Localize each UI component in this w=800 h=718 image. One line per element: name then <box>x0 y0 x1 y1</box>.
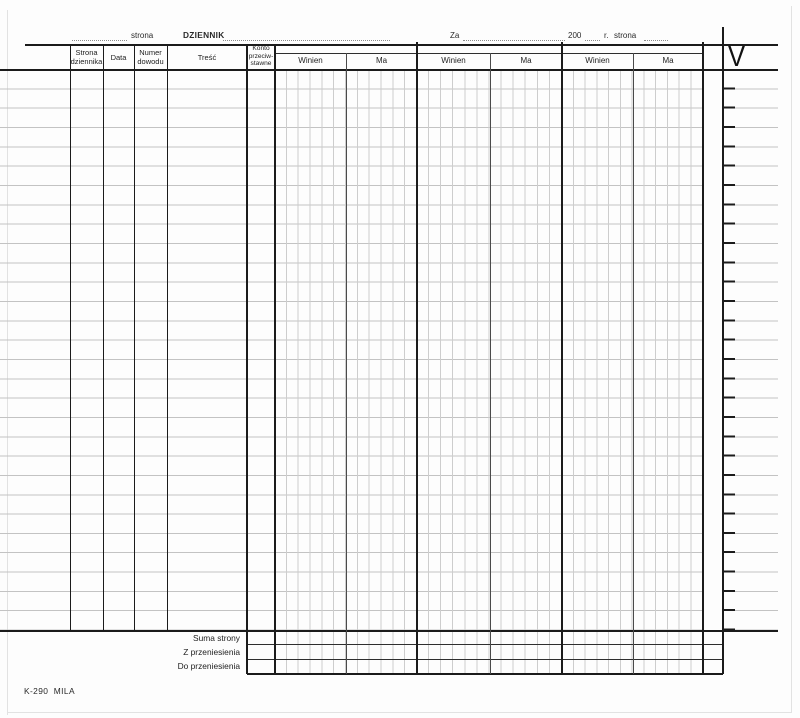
page-edge-bottom <box>7 712 792 713</box>
group2-left-border <box>416 42 418 674</box>
group2-winien-ma-divider <box>489 53 491 674</box>
summary-bottom-border <box>247 672 723 675</box>
column-header-label: Konto przeciw- stawne <box>248 45 274 68</box>
col-border-strona-data <box>102 44 104 631</box>
group-band-divider <box>275 53 703 55</box>
ma-label: Ma <box>520 56 532 66</box>
summary-row-line-2 <box>247 659 723 661</box>
column-header-numer-dowodu: Numer dowodu <box>134 45 167 69</box>
column-header-label: Strona dziennika <box>70 48 103 66</box>
form-code: K-290 MILA <box>24 686 75 696</box>
group1-winien-header: Winien <box>275 54 346 68</box>
winien-label: Winien <box>298 56 323 66</box>
group1-left-border <box>274 44 276 674</box>
table-top-border <box>25 44 778 46</box>
summary-label-text: Z przeniesienia <box>183 647 240 657</box>
dziennik-dotted-line <box>223 31 390 41</box>
column-header-tresc: Treść <box>167 45 247 69</box>
col-border-data-numer <box>133 44 135 631</box>
summary-label-do-przeniesienia: Do przeniesienia <box>100 659 240 672</box>
ma-label: Ma <box>375 56 388 66</box>
column-header-strona-dziennika: Strona dziennika <box>70 45 103 69</box>
form-title-row: strona DZIENNIK Za 200 r. strona <box>0 28 800 44</box>
col-border-numer-tresc <box>166 44 168 631</box>
summary-label-text: Do przeniesienia <box>177 660 240 671</box>
col-border-tresc-konto <box>246 44 248 674</box>
strona2-label: strona <box>614 31 637 40</box>
r-label: r. <box>604 31 609 40</box>
group3-right-border <box>702 42 704 674</box>
za-dotted-line <box>463 31 565 41</box>
v-mark: V <box>728 41 746 73</box>
column-header-label: Treść <box>197 52 217 62</box>
year-dotted-line <box>585 31 600 41</box>
page-number-dotted-line <box>72 31 127 41</box>
body-bottom-border <box>0 630 778 632</box>
column-header-label: Numer dowodu <box>137 48 164 66</box>
column-header-data: Data <box>103 45 134 69</box>
group3-winien-header: Winien <box>562 54 633 68</box>
summary-row-line-1 <box>247 644 723 646</box>
group3-ma-header: Ma <box>633 54 703 68</box>
group2-winien-header: Winien <box>417 54 490 68</box>
summary-label-suma-strony: Suma strony <box>100 631 240 644</box>
year-label: 200 <box>568 31 582 40</box>
column-header-label: Data <box>110 52 127 62</box>
col-border-left-margin <box>69 44 71 631</box>
group3-left-border <box>560 42 563 674</box>
dziennik-title: DZIENNIK <box>183 30 225 40</box>
summary-label-z-przeniesienia: Z przeniesienia <box>100 645 240 659</box>
winien-label: Winien <box>585 56 610 66</box>
winien-label: Winien <box>441 56 466 66</box>
column-header-konto-przeciwstawne: Konto przeciw- stawne <box>247 44 275 69</box>
right-margin-ticks <box>723 70 735 632</box>
page-edge-right <box>791 6 792 713</box>
summary-label-text: Suma strony <box>192 632 240 643</box>
right-margin-border <box>722 27 724 674</box>
strona2-dotted-line <box>644 31 668 41</box>
ma-label: Ma <box>662 56 674 66</box>
group1-winien-ma-divider <box>345 53 347 674</box>
group2-ma-header: Ma <box>490 54 562 68</box>
header-bottom-border <box>0 68 778 71</box>
strona-label: strona <box>131 31 154 40</box>
group1-ma-header: Ma <box>346 54 417 68</box>
group3-winien-ma-divider <box>632 53 634 674</box>
za-label: Za <box>450 31 460 40</box>
